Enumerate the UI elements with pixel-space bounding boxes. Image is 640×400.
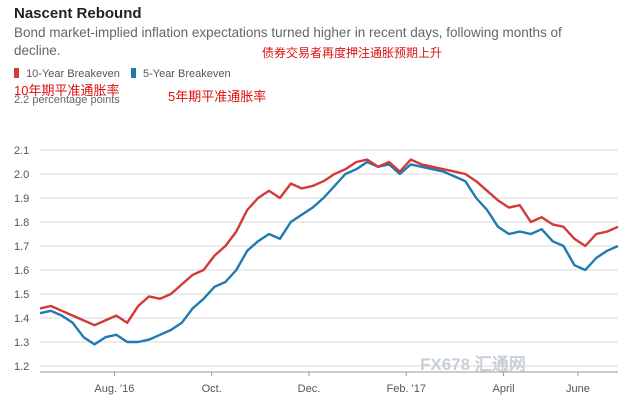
unit-label: 2.2 percentage points (14, 94, 120, 106)
y-tick-label: 1.3 (14, 337, 29, 349)
watermark: FX678 汇通网 (420, 355, 526, 374)
legend: 10-Year Breakeven 5-Year Breakeven (14, 68, 239, 80)
y-tick-label: 1.8 (14, 217, 29, 229)
y-tick-label: 1.7 (14, 241, 29, 253)
y-tick-label: 1.5 (14, 289, 29, 301)
x-tick-label: June (566, 383, 590, 395)
legend-label-5y: 5-Year Breakeven (142, 68, 231, 80)
legend-swatch-10y (14, 68, 19, 78)
y-tick-label: 2.1 (14, 145, 29, 157)
x-tick-label: Dec. (298, 383, 321, 395)
chart-title: Nascent Rebound (14, 5, 142, 22)
y-tick-label: 1.4 (14, 313, 29, 325)
x-tick-label: Aug. '16 (94, 383, 134, 395)
y-tick-label: 1.9 (14, 193, 29, 205)
y-tick-label: 2.0 (14, 169, 29, 181)
series-line-5y (39, 160, 619, 346)
y-tick-label: 1.6 (14, 265, 29, 277)
annotation-cn-10y: 10年期平准通胀率 (14, 83, 120, 98)
y-tick-label: 1.2 (14, 361, 29, 373)
x-tick-label: Oct. (202, 383, 222, 395)
x-tick-label: Feb. '17 (387, 383, 426, 395)
legend-item-5y: 5-Year Breakeven (130, 68, 231, 80)
legend-swatch-5y (130, 68, 136, 78)
x-tick-label: April (493, 383, 515, 395)
series-line-10y (39, 158, 619, 327)
legend-item-10y: 10-Year Breakeven (14, 68, 123, 80)
chart-subtitle: Bond market-implied inflation expectatio… (14, 25, 562, 58)
annotation-cn-top: 债券交易者再度押注通胀预期上升 (262, 46, 443, 60)
annotation-cn-5y: 5年期平准通胀率 (168, 89, 267, 104)
legend-label-10y: 10-Year Breakeven (26, 68, 120, 80)
